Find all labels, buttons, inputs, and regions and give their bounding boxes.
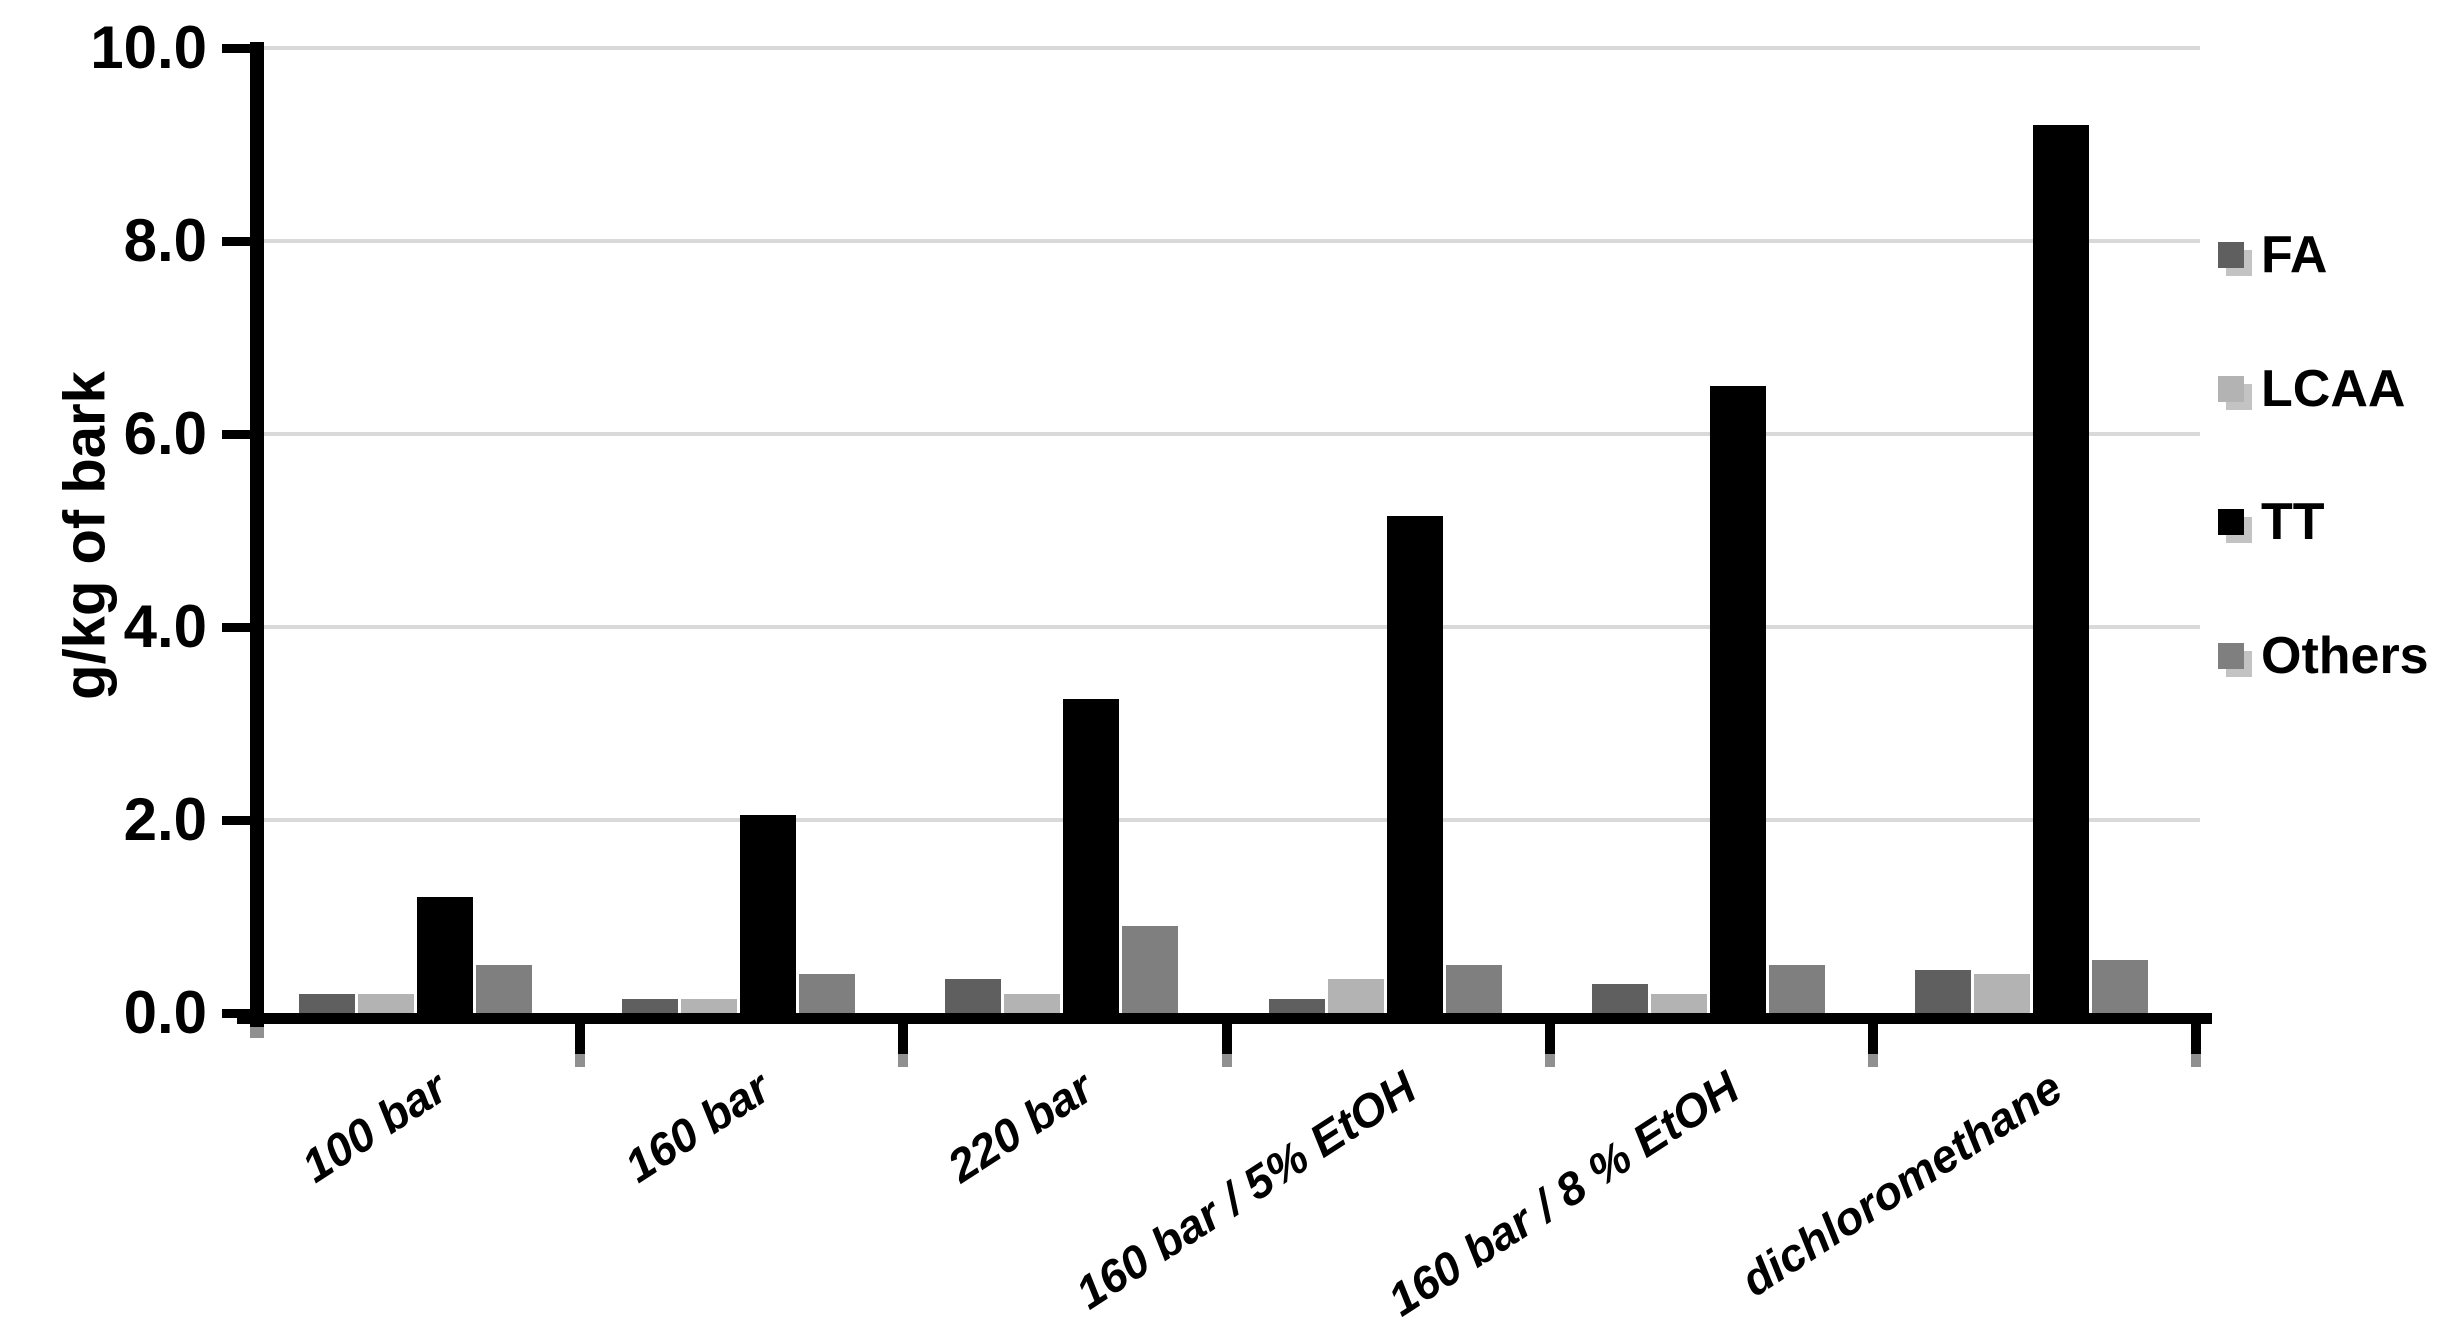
bar-others-6: [2091, 959, 2148, 1013]
bar-lcaa-3: [1004, 993, 1061, 1013]
bar-fa-6: [1914, 969, 1971, 1013]
gridline: [264, 625, 2200, 629]
legend-label-fa: FA: [2261, 226, 2328, 284]
x-axis-tick-shadow: [898, 1054, 909, 1067]
bar-tt-1: [417, 897, 473, 1013]
x-axis-line: [237, 1013, 2212, 1024]
x-axis-category-label: dichloromethane: [1732, 1060, 2072, 1307]
x-axis-category-label: 160 bar / 8 % EtOH: [1378, 1060, 1749, 1317]
bar-others-1: [476, 964, 532, 1013]
x-axis-category-label: 160 bar / 5% EtOH: [1066, 1060, 1425, 1317]
x-axis-tick: [1544, 1024, 1555, 1054]
bar-lcaa-2: [681, 998, 738, 1013]
bar-tt-3: [1063, 699, 1120, 1013]
y-axis-tick-label: 6.0: [123, 400, 207, 467]
bar-lcaa-4: [1327, 979, 1384, 1013]
legend-item-others: Others: [2218, 630, 2429, 682]
gridline: [264, 818, 2200, 822]
bar-tt-2: [740, 815, 797, 1013]
legend-label-tt: TT: [2261, 493, 2325, 551]
x-axis-tick-shadow: [1221, 1054, 1232, 1067]
y-axis-tick-label: 4.0: [123, 593, 207, 660]
x-axis-tick: [898, 1024, 909, 1054]
bar-others-5: [1768, 964, 1825, 1013]
x-axis-tick: [575, 1024, 586, 1054]
y-axis-tick: [222, 1009, 250, 1018]
legend-marker-lcaa: [2218, 375, 2244, 402]
x-axis-category-label: 100 bar: [291, 1060, 456, 1193]
legend-label-lcaa: LCAA: [2261, 359, 2406, 418]
legend-marker-others: [2218, 642, 2244, 669]
bar-fa-2: [622, 998, 679, 1013]
bar-others-3: [1122, 926, 1179, 1013]
y-axis-title: g/kg of bark: [52, 371, 118, 700]
y-axis-end-shadow: [250, 1027, 264, 1038]
x-axis-tick-shadow: [2191, 1054, 2201, 1067]
bar-lcaa-1: [358, 993, 414, 1013]
bar-others-2: [799, 974, 856, 1013]
legend-marker-tt: [2218, 509, 2244, 535]
x-axis-tick-shadow: [1867, 1054, 1878, 1067]
legend-item-fa: FA: [2218, 229, 2327, 281]
bar-fa-3: [945, 979, 1002, 1013]
legend-item-tt: TT: [2218, 496, 2325, 548]
bar-tt-4: [1386, 516, 1443, 1013]
bar-fa-4: [1268, 998, 1325, 1013]
gridline: [264, 46, 2200, 50]
y-axis-tick: [222, 430, 250, 439]
y-axis-tick-label: 0.0: [123, 979, 207, 1046]
y-axis-tick: [222, 623, 250, 632]
bar-tt-5: [1709, 385, 1766, 1013]
legend-label-others: Others: [2261, 626, 2429, 685]
bar-fa-5: [1591, 984, 1648, 1013]
y-axis-line: [250, 42, 264, 1027]
bar-fa-1: [299, 993, 355, 1013]
x-axis-category-label: 160 bar: [615, 1060, 779, 1193]
bar-tt-6: [2032, 125, 2089, 1013]
gridline: [264, 432, 2200, 436]
x-axis-tick-shadow: [575, 1054, 586, 1067]
bar-lcaa-5: [1650, 993, 1707, 1013]
y-axis-tick: [222, 816, 250, 825]
legend-item-lcaa: LCAA: [2218, 363, 2405, 415]
x-axis-tick: [2191, 1024, 2201, 1054]
y-axis-tick: [222, 44, 250, 53]
legend-marker-fa: [2218, 242, 2244, 268]
x-axis-category-label: 220 bar: [938, 1060, 1102, 1193]
y-axis-tick-label: 10.0: [90, 14, 207, 81]
y-axis-tick-label: 8.0: [123, 207, 207, 274]
bar-lcaa-6: [1973, 974, 2030, 1013]
x-axis-tick: [1867, 1024, 1878, 1054]
gridline: [264, 239, 2200, 243]
bar-others-4: [1445, 964, 1502, 1013]
x-axis-tick-shadow: [1544, 1054, 1555, 1067]
y-axis-tick: [222, 237, 250, 246]
y-axis-tick-label: 2.0: [123, 786, 207, 853]
x-axis-tick: [1221, 1024, 1232, 1054]
